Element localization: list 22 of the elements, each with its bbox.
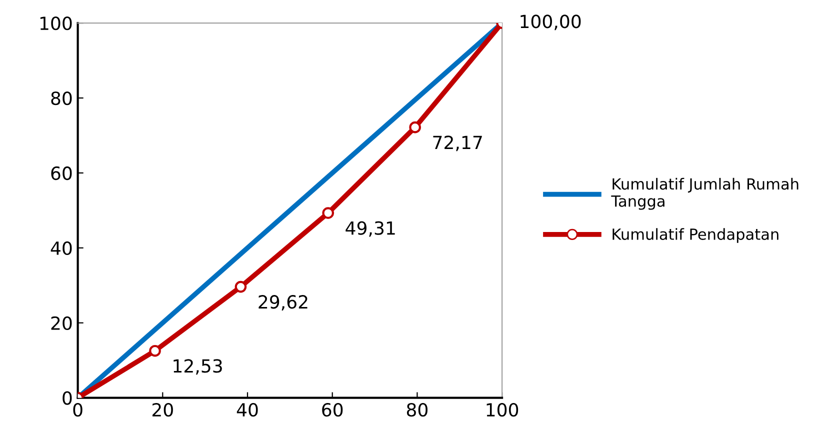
y-tick-label: 40 [50,241,72,256]
data-label: 12,53 [174,359,222,375]
x-tick-label: 100 [486,402,518,417]
legend-label: Kumulatif Jumlah Rumah Tangga [611,178,798,210]
data-label: 49,31 [346,221,395,237]
y-tick-label: 20 [51,316,72,330]
y-tick-label: 80 [51,91,72,106]
point [234,280,247,293]
x-tick-label: 80 [406,402,428,417]
data-label: 100,00 [520,14,581,30]
x-tick-label: 40 [236,402,258,417]
y-tick-label: 0 [62,391,72,405]
x-tick-label: 0 [73,402,82,417]
point [409,121,421,134]
point [322,207,334,219]
x-tick-label: 20 [152,402,173,417]
data-label: 72,17 [433,136,482,152]
y-tick-label: 100 [40,16,72,30]
legend-label: Kumulatif Pendapatan [612,228,778,243]
x-tick-label: 60 [322,402,343,417]
y-tick-label: 60 [51,166,72,180]
data-label: 29,62 [258,295,308,311]
